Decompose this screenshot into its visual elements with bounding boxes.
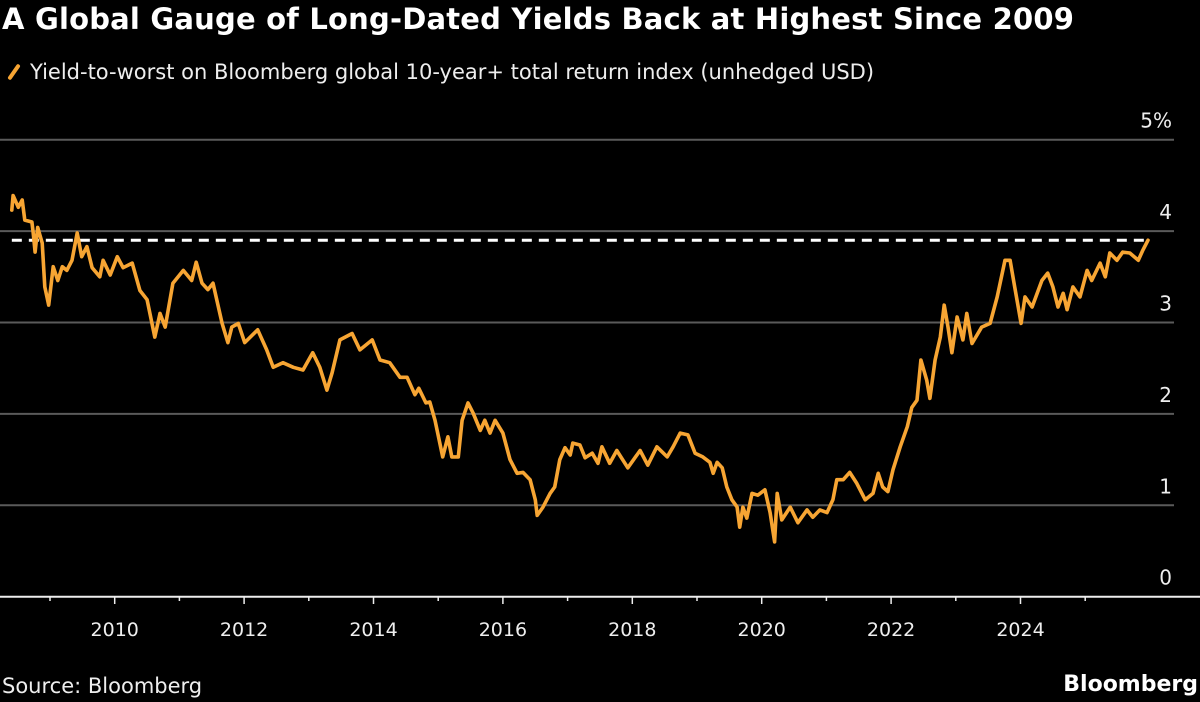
y-tick-label: 1 bbox=[1159, 474, 1172, 498]
series-line-yield bbox=[10, 193, 1150, 544]
x-tick-label: 2010 bbox=[91, 619, 139, 641]
bloomberg-logo: Bloomberg bbox=[1063, 672, 1198, 697]
y-tick-label: 0 bbox=[1159, 566, 1172, 590]
x-tick-label: 2016 bbox=[479, 619, 527, 641]
y-tick-label: 2 bbox=[1159, 383, 1172, 407]
source-note: Source: Bloomberg bbox=[2, 674, 203, 698]
y-tick-label: 3 bbox=[1159, 292, 1172, 316]
chart-title: A Global Gauge of Long-Dated Yields Back… bbox=[2, 2, 1075, 36]
x-tick-label: 2012 bbox=[220, 619, 268, 641]
x-tick-label: 2022 bbox=[867, 619, 915, 641]
x-tick-label: 2014 bbox=[349, 619, 397, 641]
y-tick-label: 5% bbox=[1140, 109, 1172, 133]
x-tick-label: 2024 bbox=[996, 619, 1044, 641]
x-tick-label: 2018 bbox=[608, 619, 656, 641]
legend-label: Yield-to-worst on Bloomberg global 10-ye… bbox=[30, 60, 875, 84]
x-tick-label: 2020 bbox=[738, 619, 786, 641]
legend: Yield-to-worst on Bloomberg global 10-ye… bbox=[6, 60, 874, 84]
y-tick-label: 4 bbox=[1159, 200, 1172, 224]
